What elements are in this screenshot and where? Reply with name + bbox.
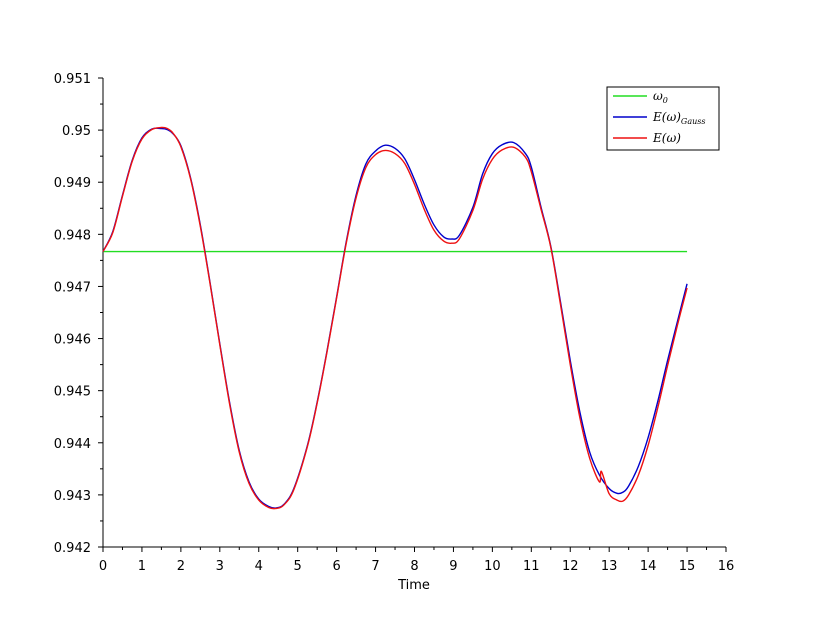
y-tick-label: 0.942 [54, 541, 91, 556]
x-tick-label: 6 [332, 559, 340, 574]
x-tick-label: 7 [371, 559, 379, 574]
x-tick-label: 9 [449, 559, 457, 574]
legend-item-omega0: ω0 [653, 89, 668, 105]
axes: 0 1 2 3 4 5 6 7 8 9 10 11 12 13 14 15 160.9420.9430.9440… [54, 72, 734, 574]
x-tick-label: 3 [216, 559, 224, 574]
legend-item-e-omega: E(ω) [652, 131, 681, 145]
x-tick-label: 11 [523, 559, 540, 574]
x-tick-label: 13 [601, 559, 618, 574]
x-tick-label: 15 [679, 559, 696, 574]
x-tick-label: 2 [177, 559, 185, 574]
y-tick-label: 0.949 [54, 176, 91, 191]
y-tick-label: 0.95 [62, 124, 91, 139]
e-omega-series-line [102, 126, 688, 510]
x-tick-label: 14 [640, 559, 657, 574]
x-tick-label: 4 [255, 559, 263, 574]
x-tick-label: 0 [99, 559, 107, 574]
x-tick-label: 10 [484, 559, 501, 574]
y-tick-label: 0.946 [54, 333, 91, 348]
x-tick-label: 16 [718, 559, 735, 574]
legend-item-e-omega-gauss: E(ω)Gauss [652, 110, 705, 126]
y-tick-label: 0.947 [54, 280, 91, 295]
y-tick-label: 0.945 [54, 385, 91, 400]
legend-box [606, 86, 720, 151]
legend: ω0 E(ω)Gauss E(ω) [606, 86, 720, 151]
y-tick-label: 0.951 [54, 72, 91, 87]
e-omega-gauss-series-line [102, 127, 688, 509]
x-axis-label: Time [397, 578, 430, 593]
x-tick-label: 8 [410, 559, 418, 574]
plot-area [102, 126, 688, 510]
x-tick-label: 12 [562, 559, 579, 574]
y-tick-label: 0.948 [54, 228, 91, 243]
x-tick-label: 1 [138, 559, 146, 574]
y-tick-label: 0.944 [54, 437, 91, 452]
x-tick-label: 5 [294, 559, 302, 574]
y-tick-label: 0.943 [54, 489, 91, 504]
